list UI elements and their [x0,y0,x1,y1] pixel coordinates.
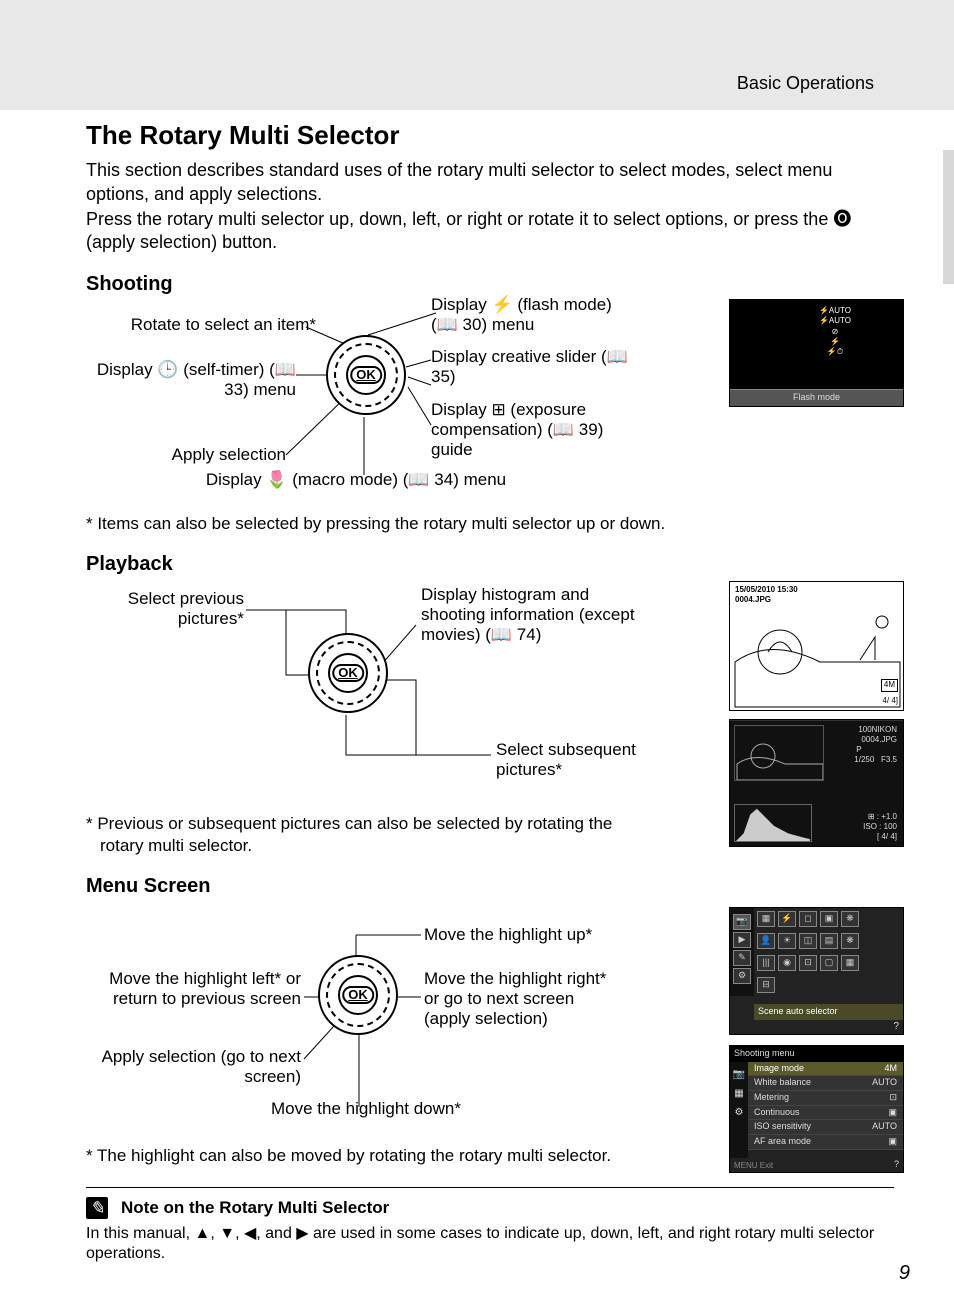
callout-rotate: Rotate to select an item* [86,315,316,335]
menu-row: Image mode4M [748,1062,903,1077]
help-icon: ? [893,1020,899,1033]
menu-row: Continuous▣ [748,1106,903,1121]
menu-exit: MENU Exit [734,1161,773,1171]
playback-illustration [730,582,905,712]
section-title: Basic Operations [737,73,874,93]
flash-mode-icons: ⚡AUTO ⚡AUTO ⊘ ⚡ ⚡⏱ [819,306,851,358]
callout-creative: Display creative slider (📖 35) [431,347,631,387]
callout-up: Move the highlight up* [424,925,634,945]
shooting-diagram: OK Rotate to select an item* Display 🕒 (… [86,305,894,505]
menu-row: AF area mode▣ [748,1135,903,1150]
callout-apply: Apply selection [86,445,286,465]
info-file: 0004.JPG [854,735,897,745]
callout-apply: Apply selection (go to next screen) [86,1047,301,1087]
shooting-heading: Shooting [86,271,894,297]
note-body: In this manual, ▲, ▼, ◀, and ▶ are used … [86,1224,894,1266]
shooting-screen: ⚡AUTO ⚡AUTO ⊘ ⚡ ⚡⏱ Flash mode [729,299,904,407]
playback-screen-bottom: 100NIKON 0004.JPG P 1/250 F3.5 ⊞ : +1.0 … [729,719,904,847]
ok-button-label: OK [342,986,374,1004]
manual-page: Basic Operations Introduction The Rotary… [0,0,954,1314]
info-aperture: F3.5 [881,755,897,764]
callout-selftimer: Display 🕒 (self-timer) (📖 33) menu [86,360,296,400]
callout-next: Select subsequent pictures* [496,740,656,780]
flash-mode-label: Flash mode [730,389,903,406]
note-icon: ✎ [86,1197,108,1219]
playback-screen-top: 15/05/2010 15:30 0004.JPG 4/ 4] 4M [729,581,904,711]
ok-button-label: OK [350,366,382,384]
callout-histogram: Display histogram and shooting informati… [421,585,641,645]
menu-dial: OK [318,955,398,1035]
info-ev: +1.0 [881,812,897,821]
menu-diagram: OK Move the highlight up* Move the highl… [86,907,894,1137]
playback-thumb [734,725,824,781]
callout-exposure: Display ⊞ (exposure compensation) (📖 39)… [431,400,641,460]
playback-diagram: OK Select previous pictures* Display his… [86,585,894,805]
ok-button-label: OK [332,664,364,682]
info-folder: 100NIKON [854,725,897,735]
menu-list-screen: Shooting menu 📷 ▦ ⚙ Image mode4M White b… [729,1045,904,1173]
intro-p1: This section describes standard uses of … [86,159,894,206]
callout-prev: Select previous pictures* [86,589,244,629]
playback-counter: 4/ 4] [882,696,898,706]
menu-list-title: Shooting menu [730,1046,903,1062]
histogram [734,804,812,842]
shooting-footnote: * Items can also be selected by pressing… [86,513,894,535]
callout-down: Move the highlight down* [216,1099,516,1119]
scene-label: Scene auto selector [754,1004,903,1020]
info-counter: [ 4/ 4] [863,832,897,842]
page-title: The Rotary Multi Selector [86,119,894,153]
intro-p2: Press the rotary multi selector up, down… [86,208,894,255]
playback-dial: OK [308,633,388,713]
note-title: Note on the Rotary Multi Selector [121,1198,389,1217]
help-icon: ? [894,1159,899,1171]
callout-left: Move the highlight left* or return to pr… [86,969,301,1009]
callout-flash: Display ⚡ (flash mode) (📖 30) menu [431,295,631,335]
callout-right: Move the highlight right* or go to next … [424,969,624,1029]
info-mode: P [854,745,897,755]
info-iso: 100 [884,822,897,831]
menu-row: ISO sensitivityAUTO [748,1120,903,1135]
callout-macro: Display 🌷 (macro mode) (📖 34) menu [106,470,606,490]
menu-icon-screen: 📷 ▶ ✎ ⚙ ▦⚡◻▣❋ 👤☀◫▤❋ |||◉⊡▢▦ ⊟ Scene auto… [729,907,904,1035]
playback-badge: 4M [881,679,898,691]
playback-heading: Playback [86,551,894,577]
menu-heading: Menu Screen [86,873,894,899]
menu-row: Metering⊡ [748,1091,903,1106]
intro-text: This section describes standard uses of … [86,159,894,255]
playback-footnote: * Previous or subsequent pictures can al… [86,813,646,857]
note-box: ✎ Note on the Rotary Multi Selector In t… [86,1187,894,1265]
page-number: 9 [899,1260,910,1286]
shooting-dial: OK [326,335,406,415]
menu-row: White balanceAUTO [748,1076,903,1091]
section-header: Basic Operations [86,40,894,95]
chapter-tab: Introduction [943,150,954,284]
info-shutter: 1/250 [854,755,874,764]
